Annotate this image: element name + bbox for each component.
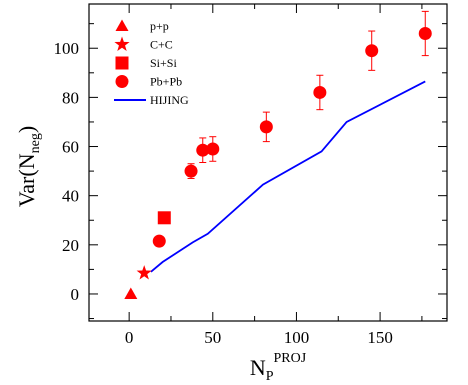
x-tick-label: 50 bbox=[204, 328, 221, 347]
data-point-pb-pb bbox=[184, 164, 198, 178]
legend-label-si-si: Si+Si bbox=[150, 56, 177, 70]
legend-marker-si-si bbox=[115, 56, 129, 70]
legend: p+p C+C Si+Si Pb+Pb HIJING bbox=[114, 19, 189, 107]
legend-label-pb-pb: Pb+Pb bbox=[150, 75, 182, 89]
legend-marker-p-p bbox=[115, 19, 129, 31]
data-point-pb-pb bbox=[206, 142, 220, 156]
legend-label-c-c: C+C bbox=[150, 38, 173, 52]
y-tick-label: 80 bbox=[62, 88, 79, 107]
data-markers bbox=[124, 26, 432, 299]
plot-frame bbox=[88, 3, 448, 322]
data-point-si-si bbox=[157, 211, 171, 225]
x-tick-label: 0 bbox=[125, 328, 134, 347]
data-point-pb-pb bbox=[313, 85, 327, 99]
tick-labels: 0 50 100 150 0 20 40 60 80 100 bbox=[54, 39, 393, 347]
data-point-p-p bbox=[124, 287, 138, 299]
legend-label-p-p: p+p bbox=[150, 19, 169, 33]
legend-label-hijing: HIJING bbox=[150, 93, 189, 107]
y-axis-title-tail: ) bbox=[14, 126, 39, 133]
x-tick-label: 100 bbox=[284, 328, 310, 347]
x-axis-title-sub: P bbox=[266, 369, 274, 384]
y-tick-label: 60 bbox=[62, 138, 79, 157]
y-tick-label: 40 bbox=[62, 187, 79, 206]
model-curves bbox=[150, 80, 426, 273]
legend-marker-pb-pb bbox=[115, 75, 129, 88]
legend-marker-c-c bbox=[114, 36, 130, 51]
y-axis-title-sub: neg bbox=[28, 133, 43, 153]
y-tick-label: 0 bbox=[71, 285, 80, 304]
data-point-pb-pb bbox=[196, 143, 210, 157]
x-tick-label: 150 bbox=[367, 328, 393, 347]
y-tick-label: 20 bbox=[62, 236, 79, 255]
error-bars bbox=[187, 10, 429, 179]
data-point-pb-pb bbox=[365, 44, 379, 58]
y-tick-label: 100 bbox=[54, 39, 80, 58]
data-point-pb-pb bbox=[152, 234, 166, 248]
y-axis-title: Var(Nneg) bbox=[14, 126, 43, 207]
data-point-pb-pb bbox=[259, 120, 273, 134]
series-line-hijing bbox=[150, 80, 426, 273]
x-axis-title: NPPROJ bbox=[250, 351, 307, 384]
axis-ticks bbox=[89, 4, 447, 321]
x-axis-title-sup: PROJ bbox=[274, 351, 307, 366]
y-axis-title-main: Var(N bbox=[14, 153, 39, 207]
x-axis-title-main: N bbox=[250, 355, 266, 380]
data-point-c-c bbox=[136, 265, 152, 280]
data-point-pb-pb bbox=[418, 26, 432, 40]
